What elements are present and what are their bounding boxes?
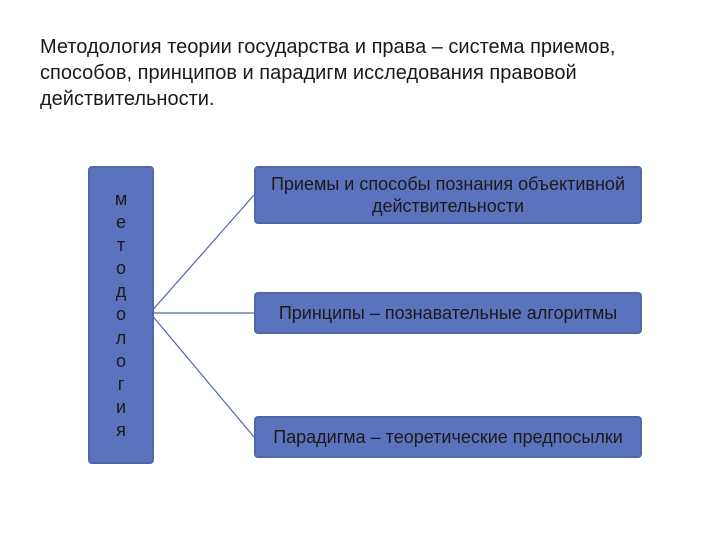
slide: Методология теории государства и права –… <box>0 0 720 540</box>
source-letter: м <box>115 188 127 211</box>
target-box-1: Принципы – познавательные алгоритмы <box>254 292 642 334</box>
source-letter: я <box>116 419 126 442</box>
target-box-2: Парадигма – теоретические предпосылки <box>254 416 642 458</box>
slide-title: Методология теории государства и права –… <box>40 34 680 112</box>
source-letter: е <box>116 211 126 234</box>
source-letter: о <box>116 303 126 326</box>
source-letter: г <box>118 373 125 396</box>
source-letter: д <box>116 280 127 303</box>
target-box-0: Приемы и способы познания объективной де… <box>254 166 642 224</box>
source-letter: л <box>116 327 127 350</box>
source-letter: т <box>117 234 125 257</box>
source-letter: о <box>116 350 126 373</box>
source-letter: о <box>116 257 126 280</box>
source-vertical-box: методология <box>88 166 154 464</box>
source-letter: и <box>116 396 126 419</box>
